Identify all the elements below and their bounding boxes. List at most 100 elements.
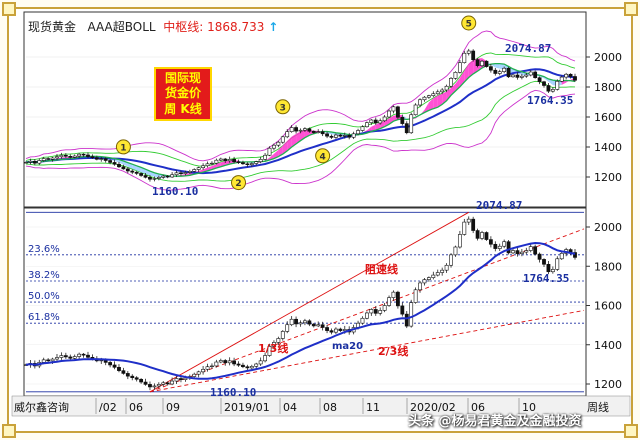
bottom-candle xyxy=(223,360,228,364)
x-tick-label: 06 xyxy=(471,401,485,414)
symbol-label: 现货黄金 xyxy=(28,20,77,34)
top-candle xyxy=(511,74,515,78)
bottom-candle xyxy=(46,359,51,362)
bottom-y-tick-label: 1800 xyxy=(594,260,622,273)
bottom-candle xyxy=(462,221,467,235)
bottom-candle xyxy=(161,382,166,385)
x-tick-label: /02 xyxy=(99,401,117,414)
bottom-candle xyxy=(152,385,157,388)
bottom-candle xyxy=(170,380,175,385)
fib-level-label: 50.0% xyxy=(28,291,60,302)
top-candle xyxy=(130,170,135,173)
top-candle xyxy=(161,175,166,178)
bottom-candle xyxy=(63,355,68,358)
top-candle xyxy=(466,50,471,54)
top-candle xyxy=(156,177,161,179)
top-candle xyxy=(471,50,476,60)
wave-marker-circle xyxy=(315,148,331,164)
top-candle xyxy=(280,136,285,143)
bottom-candle xyxy=(201,368,205,373)
title-line-1: 国际现 xyxy=(165,71,201,85)
top-candle xyxy=(404,123,409,134)
bottom-panel-frame xyxy=(23,207,587,397)
top-candle xyxy=(484,60,489,67)
corner-ornament-tl xyxy=(2,2,16,16)
bottom-y-tick-label: 2000 xyxy=(594,221,622,234)
fan-label-two-thirds: 2/3线 xyxy=(378,344,408,358)
x-axis-strip xyxy=(11,395,631,417)
chart-header: 现货黄金 AAA超BOLL 中枢线: 1868.733 ↑ xyxy=(28,18,278,35)
top-candle xyxy=(289,127,294,132)
top-high-label: 2074.87 xyxy=(505,42,551,55)
top-candle xyxy=(152,178,157,180)
bottom-candle xyxy=(236,363,241,366)
wave-marker-label: 2 xyxy=(235,179,241,189)
bottom-candle xyxy=(365,312,369,319)
x-tick-label: 11 xyxy=(366,401,380,414)
bottom-candle xyxy=(179,378,183,380)
bottom-candle xyxy=(108,362,113,366)
bottom-candle xyxy=(457,234,462,248)
top-candle xyxy=(373,119,378,124)
fan-line-one-third xyxy=(149,228,585,393)
top-candle xyxy=(396,106,400,118)
axes: 1200 1400 1600 1800 2000 1200 1400 1600 1800 2000… xyxy=(14,51,622,414)
bottom-candle xyxy=(218,360,223,363)
bottom-candle xyxy=(360,317,365,324)
top-candle xyxy=(311,130,316,133)
bottom-candle xyxy=(426,277,431,280)
x-tick-label: 威尔鑫咨询 xyxy=(14,400,69,414)
bottom-candle xyxy=(404,313,409,327)
wave-marker-label: 1 xyxy=(120,143,126,153)
ribbon-segment xyxy=(291,133,297,148)
x-tick-label: 周线 xyxy=(587,400,609,414)
bottom-candle xyxy=(559,252,564,260)
bottom-candle xyxy=(303,320,307,324)
top-candle xyxy=(99,158,104,160)
fan-label-one-third: 1/3线 xyxy=(258,341,288,355)
bottom-candle xyxy=(316,324,321,327)
top-candle xyxy=(400,117,405,124)
bottom-candle xyxy=(396,291,400,307)
bottom-candle xyxy=(50,358,55,362)
bottom-candle xyxy=(117,367,121,371)
bottom-candle xyxy=(276,338,281,343)
ribbon-segment xyxy=(446,88,452,101)
top-candle xyxy=(325,133,329,137)
top-candle xyxy=(32,160,37,164)
x-tick-label: 10 xyxy=(522,401,536,414)
top-candle xyxy=(449,78,453,87)
top-candle xyxy=(46,158,51,160)
top-y-tick-label: 1600 xyxy=(594,111,622,124)
top-candle xyxy=(488,66,493,71)
top-candle xyxy=(86,154,90,157)
top-candle xyxy=(524,74,529,77)
top-candle xyxy=(502,67,507,73)
top-candle xyxy=(218,158,223,161)
corner-ornament-br xyxy=(624,424,638,438)
top-candle xyxy=(121,166,126,170)
bottom-candle xyxy=(210,365,214,368)
bottom-candle xyxy=(41,359,46,363)
bottom-candle xyxy=(196,371,201,375)
top-candle xyxy=(63,154,68,157)
bottom-y-tick-label: 1200 xyxy=(594,378,622,391)
bottom-candle xyxy=(453,246,458,256)
bottom-candle xyxy=(125,373,130,377)
ma20-line xyxy=(25,241,576,380)
top-candle xyxy=(103,158,108,161)
top-candle xyxy=(139,173,144,176)
bottom-candle xyxy=(112,364,117,368)
top-candle xyxy=(320,131,325,135)
bottom-candle xyxy=(86,354,90,358)
bottom-candle xyxy=(192,373,197,377)
ribbon-segment xyxy=(424,102,429,113)
top-candle xyxy=(418,99,422,106)
top-candle xyxy=(298,129,303,132)
bottom-candle xyxy=(519,251,524,254)
top-candle xyxy=(378,120,383,124)
title-line-2: 货金价 xyxy=(165,85,202,100)
ma20-label: ma20 xyxy=(332,341,363,352)
ribbon-segment xyxy=(278,145,283,157)
